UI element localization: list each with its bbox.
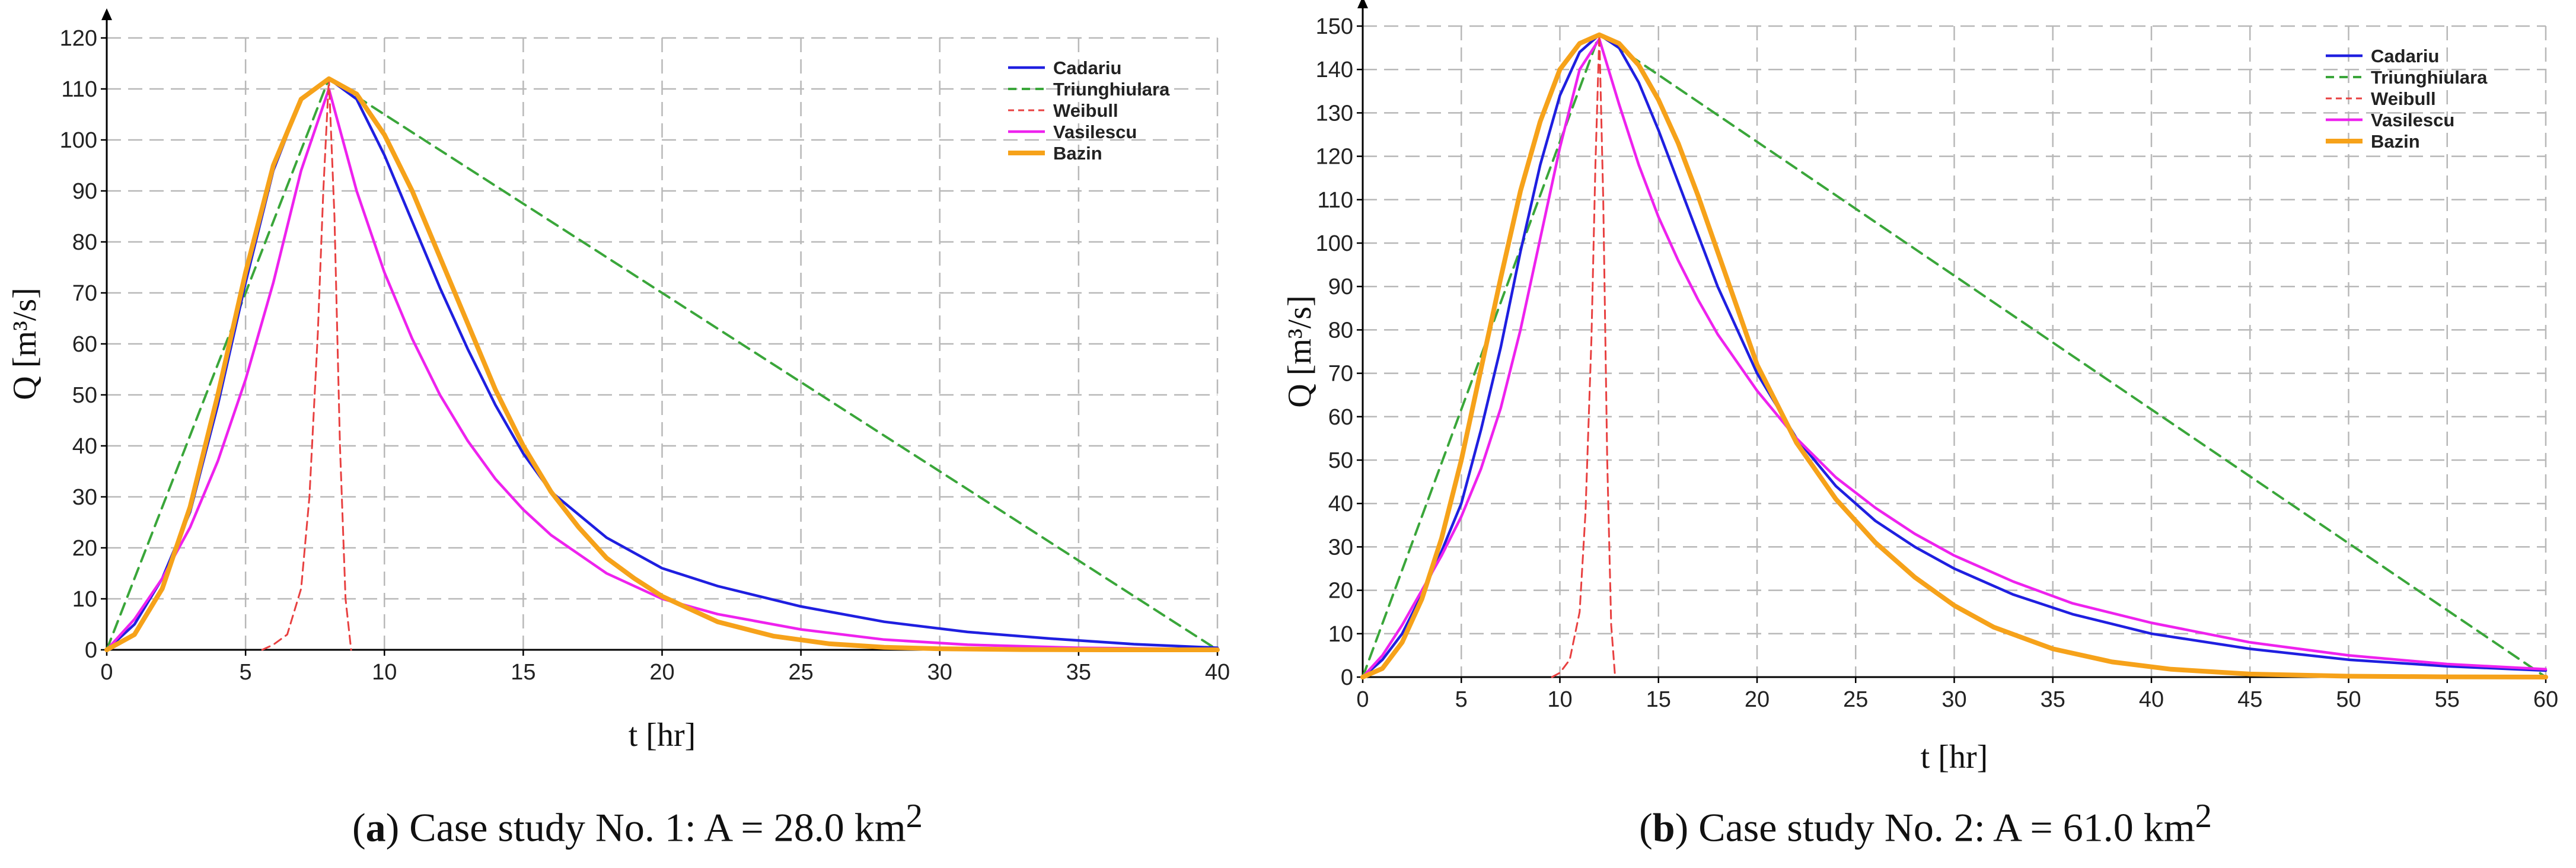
c0-x-tick-4: 20 [649,660,674,685]
caption-b-sup: 2 [2195,798,2212,835]
c1-series-cadariu [1361,33,2548,679]
c1-x-tick-7: 35 [2041,687,2065,712]
c1-y-axis-arrow [1357,0,1368,8]
caption-b: (b) Case study No. 2: A = 61.0 km2 [1639,798,2212,850]
c1-y-tick-12: 120 [1316,145,1353,170]
c0-x-axis-title: t [hr] [629,717,696,754]
c0-x-tick-7: 35 [1066,660,1091,685]
c0-y-tick-3: 30 [72,485,97,510]
c0-series-bazin [104,76,1220,652]
c0-x-tick-2: 10 [372,660,397,685]
caption-a-sup: 2 [906,798,923,835]
c1-x-tick-8: 40 [2139,687,2164,712]
c1-y-tick-0: 0 [1341,665,1353,690]
c1-x-tick-10: 50 [2336,687,2361,712]
caption-b-label: b [1652,805,1675,850]
c0-legend-label-weibull: Weibull [1053,100,1118,121]
c1-legend-label-vasilescu: Vasilescu [2371,110,2454,130]
c1-x-tick-9: 45 [2237,687,2262,712]
c0-y-tick-8: 80 [72,230,97,255]
c1-y-tick-5: 50 [1328,448,1353,473]
c1-legend-label-cadariu: Cadariu [2371,46,2439,66]
c0-y-tick-11: 110 [61,77,97,102]
c1-y-tick-14: 140 [1316,58,1353,82]
c0-y-tick-9: 90 [72,179,97,204]
c0-legend-label-vasilescu: Vasilescu [1053,122,1137,142]
c1-x-tick-1: 5 [1455,687,1468,712]
c1-x-tick-11: 55 [2435,687,2460,712]
chart-b: 0 5 10 15 20 25 30 35 40 45 50 55 60 0 10 20 30 40 50 60 70 8… [1281,0,2558,776]
c0-y-tick-1: 10 [72,587,97,612]
c0-x-tick-8: 40 [1205,660,1230,685]
c1-y-tick-8: 80 [1328,318,1353,343]
chart-panel-a: 0 5 10 15 20 25 30 35 40 0 10 20 30 40 50 60 70 80 90 100 11… [0,0,1275,868]
c1-legend-label-bazin: Bazin [2371,131,2420,152]
caption-a: (a) Case study No. 1: A = 28.0 km2 [352,798,923,850]
c0-y-tick-0: 0 [85,638,97,663]
c0-y-axis-title: Q [m³/s] [7,288,43,400]
c0-y-tick-6: 60 [72,332,97,357]
c0-x-tick-1: 5 [240,660,252,685]
caption-a-text: ) Case study No. 1: A = 28.0 km [385,805,906,850]
c1-x-tick-12: 60 [2533,687,2558,712]
c1-legend-label-weibull: Weibull [2371,88,2436,109]
c1-x-tick-5: 25 [1843,687,1868,712]
c0-legend-label-bazin: Bazin [1053,143,1102,164]
c1-x-tick-6: 30 [1941,687,1966,712]
c0-series-weibull [261,78,352,651]
c1-y-tick-7: 70 [1328,362,1353,387]
c1-x-axis-title: t [hr] [1921,739,1988,776]
chart-panel-b: 0 5 10 15 20 25 30 35 40 45 50 55 60 0 10 20 30 40 50 60 70 8… [1275,0,2576,868]
caption-a-label: a [365,805,386,850]
c1-y-tick-10: 100 [1316,231,1353,256]
c1-series-vasilescu [1361,37,2548,679]
c0-x-tick-6: 30 [927,660,952,685]
c1-x-tick-4: 20 [1745,687,1770,712]
c1-y-tick-4: 40 [1328,492,1353,516]
c1-y-tick-1: 10 [1328,622,1353,647]
c0-y-tick-5: 50 [72,383,97,408]
c1-y-tick-6: 60 [1328,405,1353,430]
c1-x-tick-3: 15 [1646,687,1671,712]
c0-y-tick-12: 120 [60,26,97,51]
c0-y-tick-7: 70 [72,281,97,306]
c1-x-tick-0: 0 [1356,687,1369,712]
c0-x-tick-3: 15 [511,660,535,685]
c0-legend-label-triunghiulara: Triunghiulara [1053,79,1170,100]
caption-b-text: ) Case study No. 2: A = 61.0 km [1675,805,2195,850]
c1-legend-label-triunghiulara: Triunghiulara [2371,67,2488,88]
c0-x-tick-0: 0 [100,660,113,685]
c0-series-vasilescu [105,87,1219,652]
c0-y-tick-4: 40 [72,434,97,459]
c0-y-tick-10: 100 [60,128,97,153]
c0-y-axis-arrow [101,8,112,20]
c1-y-tick-9: 90 [1328,275,1353,299]
c1-y-tick-15: 150 [1316,14,1353,39]
c1-y-tick-3: 30 [1328,535,1353,560]
c1-y-tick-11: 110 [1317,188,1353,213]
c0-y-tick-2: 20 [72,536,97,561]
c1-y-tick-2: 20 [1328,579,1353,604]
c0-x-tick-5: 25 [788,660,813,685]
c1-series-weibull [1551,34,1617,678]
c1-y-tick-13: 130 [1316,101,1353,126]
c1-series-bazin [1360,32,2548,679]
chart-a: 0 5 10 15 20 25 30 35 40 0 10 20 30 40 50 60 70 80 90 100 11… [7,8,1230,754]
c0-legend-label-cadariu: Cadariu [1053,58,1121,78]
c1-y-axis-title: Q [m³/s] [1281,295,1318,407]
c1-x-tick-2: 10 [1547,687,1572,712]
